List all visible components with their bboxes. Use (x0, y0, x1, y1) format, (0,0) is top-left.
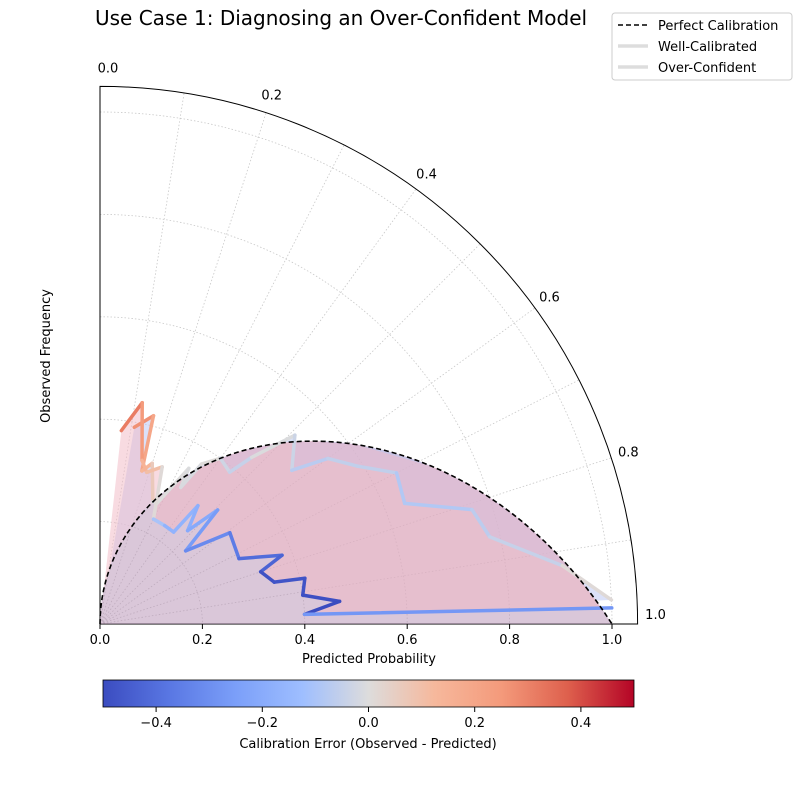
angular-tick-label-0: 0.0 (98, 61, 119, 76)
colorbar-tick-label-0: −0.4 (140, 716, 172, 731)
series-fill-1 (103, 402, 612, 615)
series-0-segment-20 (560, 563, 614, 602)
series-1-segment-5 (151, 517, 167, 528)
grid-arc-2 (99, 316, 408, 625)
series-0-segment-5 (154, 466, 191, 506)
series-0-segment-19 (487, 535, 564, 568)
colorbar-tick-label-2: 0.0 (358, 716, 379, 731)
perfect-calibration-layer (99, 440, 613, 625)
series-0-segment-14 (326, 456, 360, 468)
x-tick-label-3: 0.6 (397, 633, 418, 648)
series-0-segment-12 (290, 433, 297, 473)
legend: Perfect Calibration Well-Calibrated Over… (611, 12, 793, 81)
grid-spoke-3 (99, 144, 345, 625)
x-tick-label-5: 1.0 (602, 633, 623, 648)
series-0-segment-13 (290, 456, 330, 473)
series-1-segment-6 (162, 523, 176, 534)
series-lines (119, 400, 614, 617)
legend-box (611, 12, 793, 81)
grid-spoke-7 (99, 379, 580, 625)
series-1-segment-11 (183, 530, 232, 553)
series-0-segment-10 (227, 455, 254, 474)
colorbar-tick-label-4: 0.4 (571, 716, 592, 731)
angular-tick-label-3: 0.6 (539, 290, 560, 305)
series-1-segment-14 (258, 553, 284, 574)
series-0-segment-0 (132, 413, 156, 430)
series-1-segment-2 (140, 458, 149, 475)
tick-labels: 0.0 0.2 0.4 0.6 0.8 1.0 0.0 0.2 0.4 0.6 0.8 1.0 (90, 61, 666, 648)
x-tick-label-4: 0.8 (499, 633, 520, 648)
plot-boundary (99, 85, 639, 625)
series-1-segment-13 (237, 553, 284, 561)
x-axis-label: Predicted Probability (302, 652, 436, 667)
angular-tick-label-5: 1.0 (645, 608, 666, 623)
series-1-segment-3 (144, 465, 164, 475)
series-0-segment-16 (394, 471, 407, 506)
series-0-segment-18 (470, 507, 492, 539)
series-0-segment-9 (218, 456, 232, 474)
series-0-segment-15 (355, 464, 399, 475)
series-0-segment-8 (199, 456, 223, 466)
grid-arc-4 (99, 111, 613, 625)
series-1-segment-0 (119, 400, 144, 433)
series-1-segment-16 (272, 576, 307, 584)
series-1-segment-12 (228, 530, 241, 561)
series-1-segment-9 (185, 508, 220, 533)
series-line-1 (119, 400, 614, 617)
area-fills (100, 402, 612, 624)
angular-tick-label-4: 0.8 (618, 445, 639, 460)
colorbar: −0.4 −0.2 0.0 0.2 0.4 Calibration Error (Obs… (102, 679, 635, 752)
series-1-segment-10 (183, 508, 220, 553)
series-1-segment-4 (151, 465, 164, 521)
x-tick-label-1: 0.2 (192, 633, 213, 648)
colorbar-gradient (102, 679, 635, 708)
series-1-segment-20 (302, 606, 614, 617)
series-1-segment-17 (301, 576, 307, 597)
series-1-segment-8 (185, 503, 200, 533)
legend-label-over-confident: Over-Confident (658, 61, 756, 76)
x-tick-label-0: 0.0 (90, 633, 111, 648)
series-1-segment-18 (301, 593, 342, 604)
colorbar-tick-label-1: −0.2 (247, 716, 279, 731)
legend-label-perfect-calibration: Perfect Calibration (658, 19, 778, 34)
series-0-segment-17 (402, 501, 474, 512)
colorbar-tick-label-3: 0.2 (464, 716, 485, 731)
chart-title: Use Case 1: Diagnosing an Over-Confident… (95, 6, 587, 30)
series-0-segment-11 (249, 433, 297, 460)
legend-label-well-calibrated: Well-Calibrated (658, 40, 757, 55)
series-1-segment-15 (258, 570, 276, 584)
perfect-calibration-line (99, 440, 613, 625)
series-1-segment-7 (171, 503, 200, 534)
x-tick-label-2: 0.4 (294, 633, 315, 648)
colorbar-label: Calibration Error (Observed - Predicted) (239, 737, 496, 752)
angular-tick-label-1: 0.2 (261, 89, 282, 104)
angular-tick-label-2: 0.4 (416, 168, 437, 183)
colorbar-ticks: −0.4 −0.2 0.0 0.2 0.4 (140, 707, 591, 731)
series-1-segment-19 (302, 599, 342, 617)
y-axis-label: Observed Frequency (39, 289, 54, 423)
